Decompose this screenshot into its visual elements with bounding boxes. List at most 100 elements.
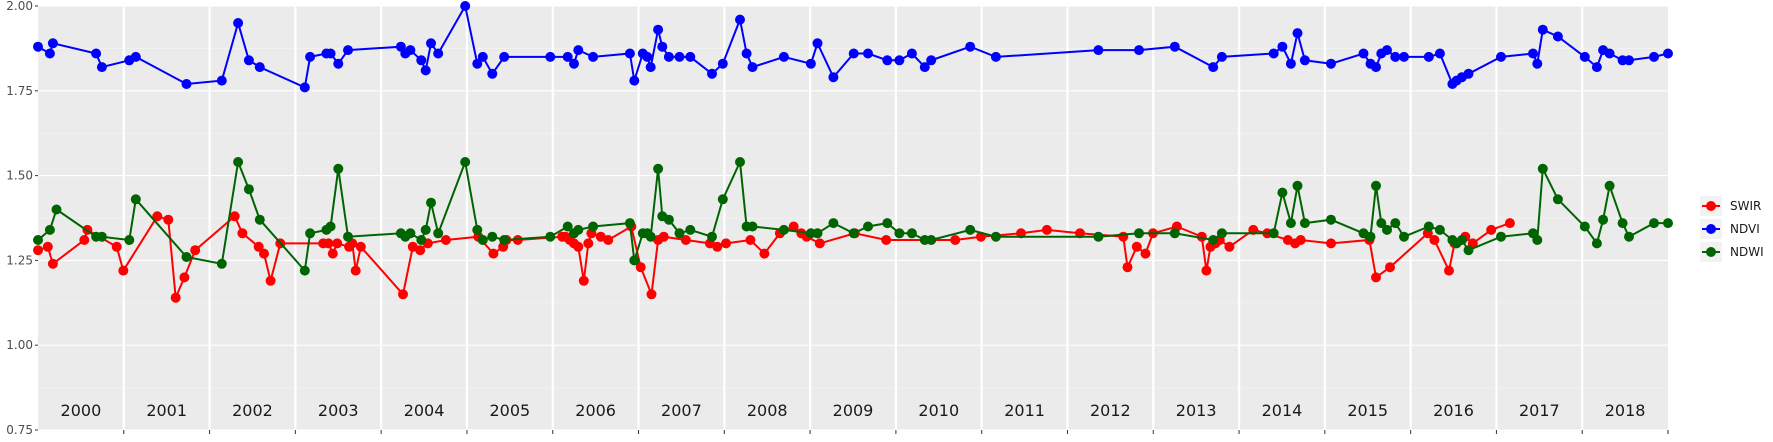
data-point-ndwi: [906, 228, 917, 239]
data-point-ndvi: [44, 48, 55, 59]
data-point-swir: [229, 211, 240, 222]
data-point-ndvi: [1552, 31, 1563, 42]
data-point-ndvi: [243, 55, 254, 66]
data-point-ndwi: [1598, 214, 1609, 225]
data-point-ndvi: [305, 51, 316, 62]
data-point-swir: [170, 292, 181, 303]
data-point-ndwi: [562, 221, 573, 232]
legend-key-ndvi: [1706, 224, 1716, 234]
data-point-ndwi: [1649, 218, 1659, 229]
series-ndvi: [33, 1, 1673, 93]
data-point-ndvi: [828, 72, 839, 83]
y-tick-label: 2.00: [6, 0, 33, 13]
data-point-ndwi: [863, 221, 873, 232]
data-point-swir: [118, 265, 129, 276]
data-point-ndvi: [487, 68, 498, 79]
data-point-ndvi: [653, 24, 664, 35]
data-point-swir: [759, 248, 770, 259]
legend: SWIR NDVI NDWI: [1700, 196, 1764, 262]
data-point-ndvi: [735, 14, 745, 25]
data-point-swir: [712, 241, 723, 252]
data-point-swir: [1131, 241, 1142, 252]
data-point-ndvi: [1649, 51, 1659, 62]
legend-key-ndwi: [1706, 247, 1716, 257]
data-point-ndwi: [812, 228, 823, 239]
data-point-ndvi: [569, 58, 579, 69]
data-point-ndwi: [990, 231, 1001, 242]
data-point-swir: [179, 272, 190, 283]
data-point-ndwi: [233, 157, 244, 167]
data-point-ndvi: [562, 51, 573, 62]
data-point-swir: [721, 238, 731, 249]
data-point-swir: [79, 235, 90, 245]
data-point-swir: [578, 275, 589, 286]
year-label-2001: 2001: [146, 401, 187, 420]
data-point-ndvi: [848, 48, 859, 59]
data-point-ndwi: [707, 231, 717, 242]
data-point-ndwi: [828, 218, 839, 229]
data-point-ndwi: [926, 235, 937, 245]
data-point-ndwi: [420, 224, 431, 235]
data-point-swir: [111, 241, 122, 252]
data-point-ndwi: [343, 231, 353, 242]
data-point-swir: [190, 245, 201, 256]
series-line-ndvi: [37, 3, 1669, 89]
grid-lines: [38, 5, 1668, 431]
data-point-ndvi: [588, 51, 599, 62]
data-point-ndvi: [919, 62, 930, 73]
data-point-swir: [1486, 224, 1497, 235]
year-label-2012: 2012: [1090, 401, 1131, 420]
data-point-ndwi: [1537, 163, 1548, 174]
data-point-ndwi: [735, 157, 745, 167]
data-point-ndwi: [426, 197, 436, 208]
data-point-swir: [881, 235, 892, 245]
data-point-swir: [350, 265, 361, 276]
data-point-ndwi: [254, 214, 265, 225]
year-label-2003: 2003: [318, 401, 359, 420]
data-point-ndwi: [1292, 180, 1303, 191]
data-point-ndwi: [1624, 231, 1634, 242]
data-point-ndvi: [645, 62, 656, 73]
data-point-ndvi: [906, 48, 917, 59]
year-label-2014: 2014: [1262, 401, 1303, 420]
data-point-ndvi: [299, 82, 310, 93]
data-point-ndwi: [1463, 245, 1474, 256]
data-point-swir: [745, 235, 756, 245]
data-point-ndvi: [254, 62, 265, 73]
data-point-ndwi: [51, 204, 62, 215]
year-label-2018: 2018: [1605, 401, 1646, 420]
data-point-ndwi: [1579, 221, 1590, 232]
data-point-ndwi: [588, 221, 599, 232]
data-point-ndvi: [657, 41, 668, 52]
data-point-ndwi: [1663, 218, 1673, 229]
data-point-ndwi: [573, 224, 584, 235]
series-layer: [33, 1, 1673, 303]
data-point-ndvi: [1591, 62, 1602, 73]
data-point-swir: [788, 221, 799, 232]
data-point-ndvi: [1326, 58, 1336, 69]
data-point-ndwi: [487, 231, 498, 242]
data-point-ndwi: [216, 258, 227, 269]
data-point-ndwi: [1208, 235, 1219, 245]
data-point-ndvi: [405, 45, 416, 56]
data-point-ndvi: [325, 48, 336, 59]
data-point-swir: [398, 289, 408, 300]
data-point-swir: [1122, 262, 1133, 273]
data-point-ndwi: [33, 235, 43, 245]
data-point-ndwi: [1496, 231, 1506, 242]
year-label-2016: 2016: [1433, 401, 1474, 420]
data-point-ndwi: [663, 214, 674, 225]
data-point-swir: [1444, 265, 1454, 276]
y-tick-label: 1.50: [6, 169, 33, 183]
data-point-ndwi: [1365, 231, 1376, 242]
data-point-ndvi: [181, 79, 192, 89]
data-point-ndwi: [460, 157, 471, 167]
legend-label-swir: SWIR: [1730, 199, 1761, 213]
y-tick-label: 1.25: [6, 253, 33, 267]
data-point-ndvi: [1169, 41, 1180, 52]
data-point-ndwi: [405, 228, 416, 239]
data-point-ndwi: [433, 228, 444, 239]
data-point-ndwi: [1093, 231, 1104, 242]
data-point-ndvi: [1604, 48, 1615, 59]
year-label-2017: 2017: [1519, 401, 1560, 420]
